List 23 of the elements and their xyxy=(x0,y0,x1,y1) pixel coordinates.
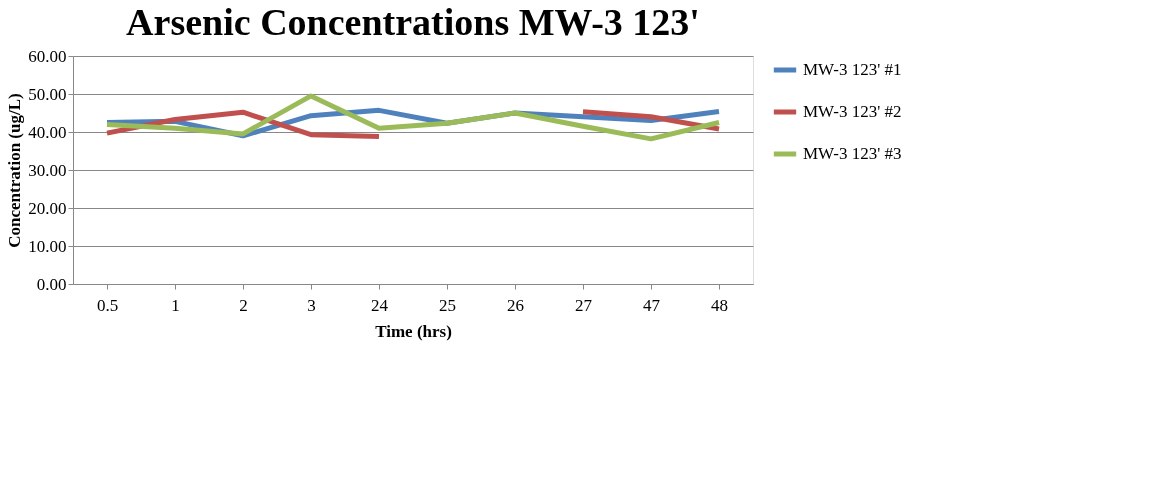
x-tick-label: 0.5 xyxy=(96,295,119,315)
x-tick-label: 27 xyxy=(575,295,593,315)
x-tick-label: 1 xyxy=(171,295,180,315)
y-tick-label: 40.00 xyxy=(28,122,67,142)
x-axis-title: Time (hrs) xyxy=(375,321,452,341)
x-tick-label: 2 xyxy=(239,295,248,315)
y-tick-label: 50.00 xyxy=(28,84,67,104)
legend-label: MW-3 123' #2 xyxy=(803,102,902,121)
y-tick-label: 30.00 xyxy=(28,160,67,180)
x-tick-label: 24 xyxy=(371,295,389,315)
legend-label: MW-3 123' #3 xyxy=(803,144,902,163)
x-tick-label: 48 xyxy=(711,295,728,315)
y-axis-title: Concentration (ug/L) xyxy=(5,93,25,248)
chart-title: Arsenic Concentrations MW-3 123' xyxy=(126,1,700,43)
x-tick-label: 47 xyxy=(643,295,661,315)
y-tick-label: 20.00 xyxy=(28,198,67,218)
x-tick-label: 26 xyxy=(507,295,524,315)
x-tick-label: 3 xyxy=(307,295,316,315)
legend-label: MW-3 123' #1 xyxy=(803,60,902,79)
x-tick-label: 25 xyxy=(439,295,456,315)
y-tick-label: 60.00 xyxy=(28,46,67,66)
y-tick-label: 10.00 xyxy=(28,236,67,256)
y-tick-label: 0.00 xyxy=(36,274,67,294)
